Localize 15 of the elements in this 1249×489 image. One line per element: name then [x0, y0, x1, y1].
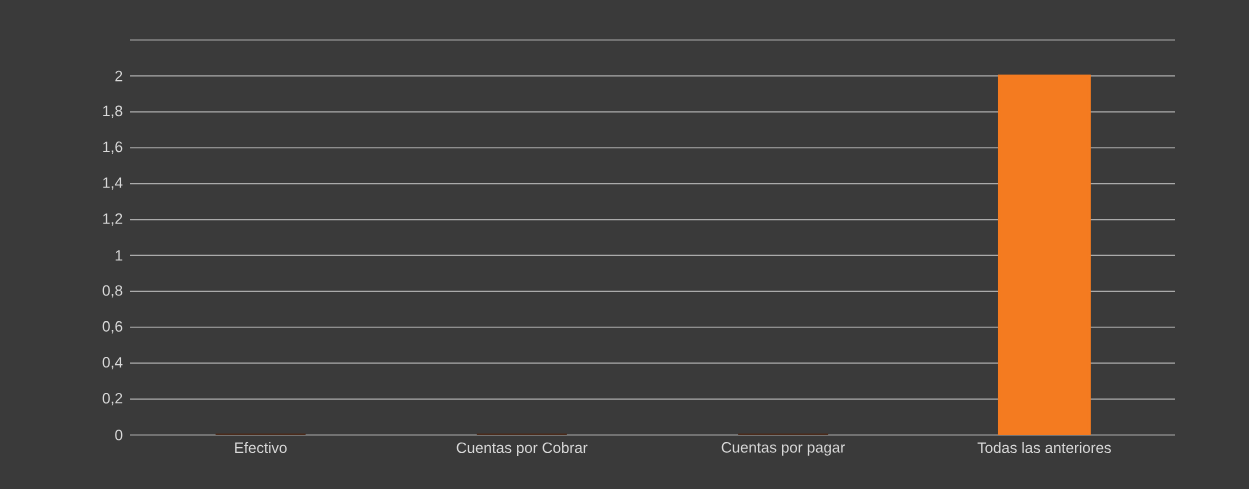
y-tick-label: 1	[115, 250, 123, 261]
y-tick-label: 0,2	[102, 392, 123, 406]
y-tick-label: 1,2	[103, 213, 123, 226]
y-tick-label: 0	[115, 429, 123, 441]
y-tick-label: 1,4	[103, 177, 123, 190]
y-tick-label: 0,8	[102, 285, 123, 298]
y-tick-label: 0,6	[102, 321, 123, 334]
y-tick-label: 1,6	[103, 141, 123, 154]
x-tick-label: Cuentas por Cobrar	[456, 442, 588, 457]
y-tick-label: 0,4	[102, 356, 123, 370]
x-tick-label: Efectivo	[235, 442, 287, 454]
x-tick-label: Todas las anteriores	[977, 442, 1111, 454]
y-tick-label: 1,8	[103, 105, 123, 119]
x-tick-label: Cuentas por pagar	[721, 442, 845, 456]
y-tick-label: 2	[115, 70, 123, 82]
